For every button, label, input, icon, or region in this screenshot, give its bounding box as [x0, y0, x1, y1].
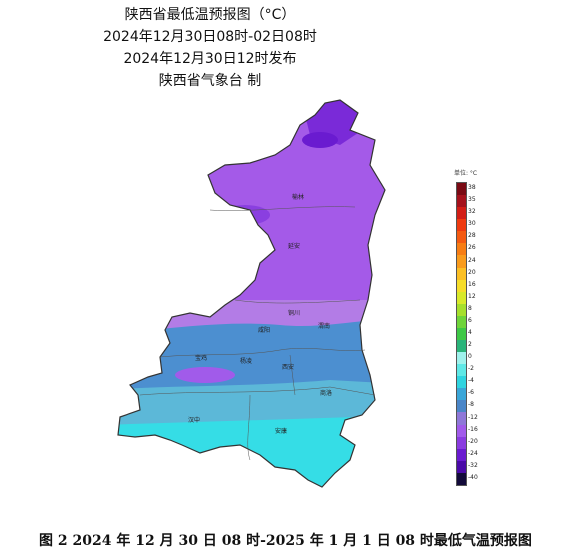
legend-label: 35 — [468, 196, 476, 204]
legend-swatch — [457, 195, 466, 208]
legend-color-bar — [456, 182, 467, 486]
legend-label: 24 — [468, 256, 476, 264]
legend-swatch — [457, 231, 466, 244]
city-label: 渭南 — [318, 322, 330, 330]
legend-label: -4 — [468, 377, 474, 385]
legend-swatch — [457, 243, 466, 256]
figure-caption: 图 2 2024 年 12 月 30 日 08 时-2025 年 1 月 1 日… — [39, 533, 532, 549]
legend-label: -32 — [468, 461, 478, 469]
legend-swatch — [457, 472, 466, 485]
legend-swatch — [457, 412, 466, 425]
boundary-guanzhong — [159, 348, 366, 358]
legend-swatch — [457, 340, 466, 353]
legend-label: -12 — [468, 413, 478, 421]
legend-label: 26 — [468, 244, 476, 252]
legend-swatch — [457, 303, 466, 316]
legend-label: 8 — [468, 304, 472, 312]
legend-swatch — [457, 207, 466, 220]
legend-swatch — [457, 219, 466, 232]
legend-swatch — [457, 376, 466, 389]
map-title: 陕西省最低温预报图（°C） — [124, 7, 296, 23]
legend-swatch — [457, 279, 466, 292]
cold-spot-baoji — [175, 367, 235, 383]
city-label: 杨凌 — [240, 357, 252, 365]
legend-unit: 单位: °C — [454, 170, 478, 177]
boundary-yanan-south — [234, 299, 361, 304]
legend-swatch — [457, 352, 466, 365]
legend-label: -40 — [468, 473, 478, 481]
legend-label: 38 — [468, 184, 476, 192]
boundary-xian — [289, 354, 296, 396]
map-title-block: 陕西省最低温预报图（°C） 2024年12月30日08时-02日08时 2024… — [0, 4, 420, 92]
city-labels: 榆林 延安 铜川 渭南 咸阳 宝鸡 杨凌 西安 商洛 汉中 安康 — [188, 193, 332, 435]
legend-swatch — [457, 400, 466, 413]
legend-label: 20 — [468, 268, 476, 276]
cold-spot-west — [220, 205, 270, 225]
legend-swatch — [457, 364, 466, 377]
legend-label: 0 — [468, 353, 472, 361]
city-label: 商洛 — [320, 389, 332, 397]
legend-label: 2 — [468, 341, 472, 349]
city-label: 安康 — [275, 427, 287, 435]
legend-label: -20 — [468, 437, 478, 445]
legend-swatch — [457, 291, 466, 304]
issuing-agency: 陕西省气象台 制 — [158, 73, 262, 89]
fill-north — [118, 100, 385, 300]
issue-time: 2024年12月30日12时发布 — [123, 51, 297, 67]
fill-qinling — [118, 380, 385, 425]
legend-label: -2 — [468, 365, 474, 373]
boundary-yulin-yanan — [209, 206, 356, 211]
legend-swatch — [457, 315, 466, 328]
legend-swatch — [457, 267, 466, 280]
district-boundaries — [139, 206, 376, 461]
legend-swatch — [457, 255, 466, 268]
legend-swatch — [457, 436, 466, 449]
legend-label: 12 — [468, 292, 476, 300]
city-label: 西安 — [282, 363, 294, 371]
legend-swatch — [457, 460, 466, 473]
city-label: 榆林 — [292, 193, 304, 201]
city-label: 铜川 — [288, 309, 300, 317]
map-svg: 榆林 延安 铜川 渭南 咸阳 宝鸡 杨凌 西安 商洛 汉中 安康 — [117, 99, 386, 488]
forecast-period: 2024年12月30日08时-02日08时 — [103, 29, 317, 45]
boundary-hanzhong-ankang — [247, 394, 251, 461]
legend-swatch — [457, 388, 466, 401]
legend-label: -8 — [468, 401, 474, 409]
legend-swatch — [457, 424, 466, 437]
legend-swatch — [457, 183, 466, 196]
legend-label: -24 — [468, 449, 478, 457]
legend-label: 16 — [468, 280, 476, 288]
temperature-legend: 单位: °C 38 35 32 30 28 26 24 20 16 12 8 6 4 2 0 -2 -4 -6 -8… — [454, 168, 514, 488]
city-label: 汉中 — [188, 416, 200, 424]
legend-label: 30 — [468, 220, 476, 228]
shaanxi-temperature-map: 榆林 延安 铜川 渭南 咸阳 宝鸡 杨凌 西安 商洛 汉中 安康 — [100, 95, 420, 495]
legend-label: 4 — [468, 329, 472, 336]
legend-label: -6 — [468, 389, 474, 397]
province-boundary — [117, 99, 386, 488]
city-label: 延安 — [288, 242, 300, 250]
legend-label: 32 — [468, 208, 476, 216]
legend-label: 6 — [468, 316, 472, 324]
legend-label: 28 — [468, 232, 476, 240]
boundary-qinling — [139, 386, 376, 396]
legend-swatch — [457, 448, 466, 461]
city-label: 宝鸡 — [195, 354, 207, 362]
city-label: 咸阳 — [258, 326, 270, 334]
legend-swatch — [457, 327, 466, 341]
legend-label: -16 — [468, 425, 478, 433]
cold-spot-north — [302, 132, 338, 148]
